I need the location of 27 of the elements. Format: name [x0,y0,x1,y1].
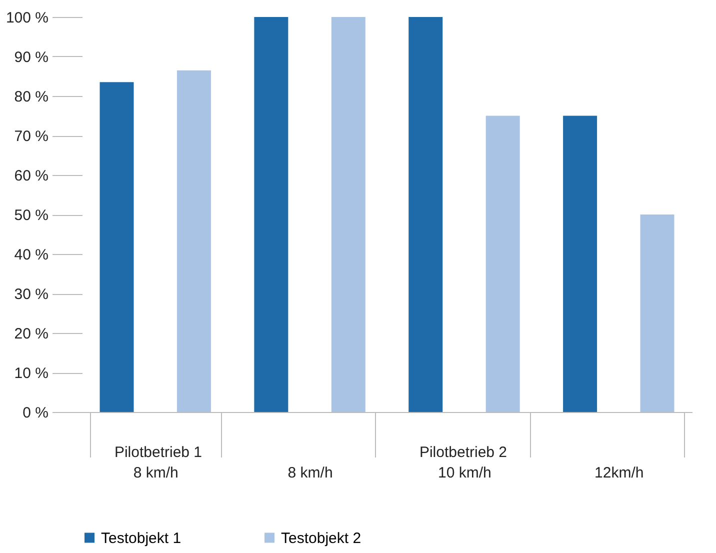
legend-label: Testobjekt 2 [281,530,362,547]
bar [176,70,211,412]
x-tick-label: 12km/h [594,464,644,482]
y-tick-label: 70 % [14,128,48,145]
bar [331,17,366,412]
y-tick-label: 60 % [14,168,48,184]
y-tick-label: 20 % [14,326,48,342]
bar [408,17,443,412]
text: Pilotbetrieb 2 [419,444,508,461]
x-tick-label: 8 km/h [133,464,178,482]
y-tick-label: 90 % [14,49,48,66]
y-tick-label: 10 % [14,365,48,382]
text: Pilotbetrieb 1 [114,444,202,461]
legend-label: Testobjekt 1 [101,530,182,547]
bar [254,17,288,412]
bar [486,116,520,412]
y-tick-label: 50 % [14,207,48,224]
y-tick-label: 0 % [22,404,48,422]
x-tick-label: 8 km/h [288,464,333,482]
y-tick-label: 40 % [14,246,48,264]
bar [640,214,674,412]
y-tick-label: 80 % [14,88,48,106]
x-tick-label: 10 km/h [438,464,492,482]
bar [100,82,134,412]
y-tick-label: 100 % [6,10,48,26]
bar [563,116,598,412]
y-tick-label: 30 % [14,286,48,303]
